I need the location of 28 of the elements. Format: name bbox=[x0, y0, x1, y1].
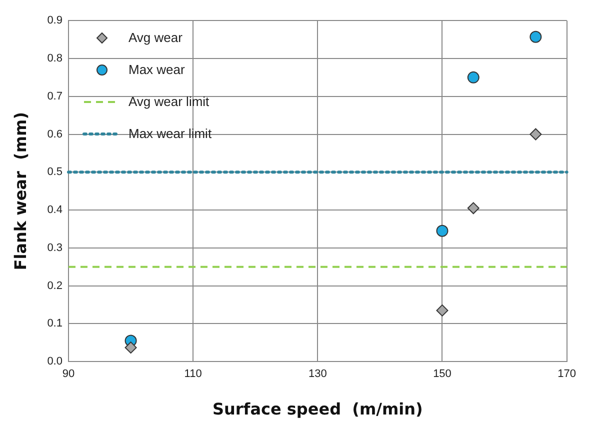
y-tick-label: 0.5 bbox=[47, 166, 62, 178]
point bbox=[467, 202, 480, 214]
x-tick-label: 110 bbox=[184, 368, 202, 380]
legend-label: Max wear limit bbox=[128, 126, 212, 142]
y-tick-label: 0.6 bbox=[47, 128, 62, 140]
y-tick-label: 0.9 bbox=[47, 14, 62, 27]
legend-label: Avg wear bbox=[128, 30, 182, 46]
point bbox=[467, 71, 480, 84]
legend-label: Max wear bbox=[128, 62, 185, 78]
x-axis-title: Surface speed (m/min) bbox=[212, 400, 423, 419]
point bbox=[436, 224, 448, 237]
point bbox=[530, 128, 542, 140]
point bbox=[124, 342, 137, 354]
x-tick-label: 170 bbox=[558, 368, 576, 380]
x-tick-label: 150 bbox=[433, 368, 452, 380]
legend-label: Avg wear limit bbox=[128, 94, 210, 110]
y-tick-label: 0.8 bbox=[47, 52, 62, 65]
y-tick-label: 0.7 bbox=[47, 90, 62, 102]
y-tick-label: 0.2 bbox=[47, 280, 62, 292]
point bbox=[436, 304, 448, 316]
y-tick-label: 0.1 bbox=[47, 318, 62, 330]
x-tick-label: 90 bbox=[62, 368, 75, 380]
point bbox=[530, 30, 542, 43]
y-tick-label: 0.3 bbox=[47, 242, 62, 254]
y-tick-label: 0.0 bbox=[47, 356, 62, 368]
y-axis-title: Flank wear (mm) bbox=[10, 112, 30, 270]
x-tick-label: 130 bbox=[308, 368, 327, 380]
y-tick-label: 0.4 bbox=[47, 204, 62, 216]
